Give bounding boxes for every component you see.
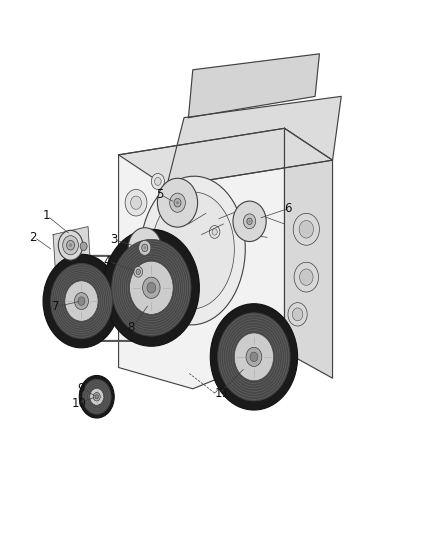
- Circle shape: [176, 201, 179, 205]
- Circle shape: [90, 388, 104, 405]
- Text: 5: 5: [155, 188, 163, 201]
- Circle shape: [128, 236, 144, 255]
- Text: 1: 1: [42, 209, 49, 222]
- Circle shape: [130, 261, 173, 314]
- Polygon shape: [119, 128, 332, 187]
- Circle shape: [292, 308, 303, 321]
- Circle shape: [78, 297, 85, 305]
- Circle shape: [233, 201, 266, 241]
- Polygon shape: [53, 227, 90, 268]
- Circle shape: [157, 178, 198, 227]
- Circle shape: [142, 244, 148, 252]
- Text: 6: 6: [285, 201, 292, 214]
- Circle shape: [299, 221, 314, 238]
- Circle shape: [58, 230, 83, 260]
- Circle shape: [80, 242, 87, 251]
- Polygon shape: [188, 54, 319, 118]
- Circle shape: [95, 394, 99, 399]
- Text: 7: 7: [52, 300, 60, 313]
- Circle shape: [247, 218, 252, 224]
- Circle shape: [218, 313, 290, 401]
- Circle shape: [248, 220, 251, 223]
- Circle shape: [244, 214, 256, 229]
- Circle shape: [174, 198, 181, 207]
- Circle shape: [65, 281, 98, 321]
- Text: 9: 9: [77, 382, 85, 395]
- Circle shape: [43, 254, 120, 348]
- Circle shape: [151, 173, 164, 189]
- Text: 4: 4: [103, 255, 111, 268]
- Circle shape: [63, 236, 78, 255]
- Ellipse shape: [140, 176, 245, 325]
- Circle shape: [212, 229, 217, 235]
- Circle shape: [82, 379, 111, 414]
- Circle shape: [74, 293, 88, 310]
- Circle shape: [170, 193, 185, 212]
- Circle shape: [250, 352, 258, 362]
- Text: 11: 11: [215, 386, 230, 400]
- Circle shape: [294, 262, 318, 292]
- Polygon shape: [285, 128, 332, 378]
- Ellipse shape: [151, 192, 234, 309]
- Text: 10: 10: [72, 397, 87, 410]
- Circle shape: [103, 229, 199, 346]
- Text: 2: 2: [29, 231, 37, 244]
- Circle shape: [293, 213, 319, 245]
- Circle shape: [125, 189, 147, 216]
- Circle shape: [128, 228, 161, 268]
- Circle shape: [234, 333, 274, 381]
- Circle shape: [93, 392, 100, 401]
- Circle shape: [246, 348, 262, 367]
- Circle shape: [67, 240, 74, 250]
- Circle shape: [210, 304, 297, 410]
- Circle shape: [138, 271, 139, 273]
- Circle shape: [144, 246, 146, 249]
- Circle shape: [136, 269, 141, 274]
- Circle shape: [143, 277, 160, 298]
- Circle shape: [79, 375, 114, 418]
- Circle shape: [139, 240, 151, 255]
- Circle shape: [112, 239, 191, 336]
- Circle shape: [155, 177, 161, 185]
- Circle shape: [134, 266, 143, 277]
- Circle shape: [50, 263, 113, 339]
- Circle shape: [147, 282, 155, 293]
- Circle shape: [69, 244, 72, 247]
- Circle shape: [127, 257, 150, 286]
- Text: 8: 8: [127, 321, 135, 334]
- Circle shape: [209, 225, 220, 238]
- Circle shape: [131, 196, 141, 209]
- Text: 3: 3: [110, 233, 117, 246]
- Polygon shape: [119, 128, 285, 389]
- Circle shape: [288, 303, 307, 326]
- Circle shape: [132, 240, 140, 250]
- Circle shape: [300, 269, 313, 285]
- Polygon shape: [166, 96, 341, 187]
